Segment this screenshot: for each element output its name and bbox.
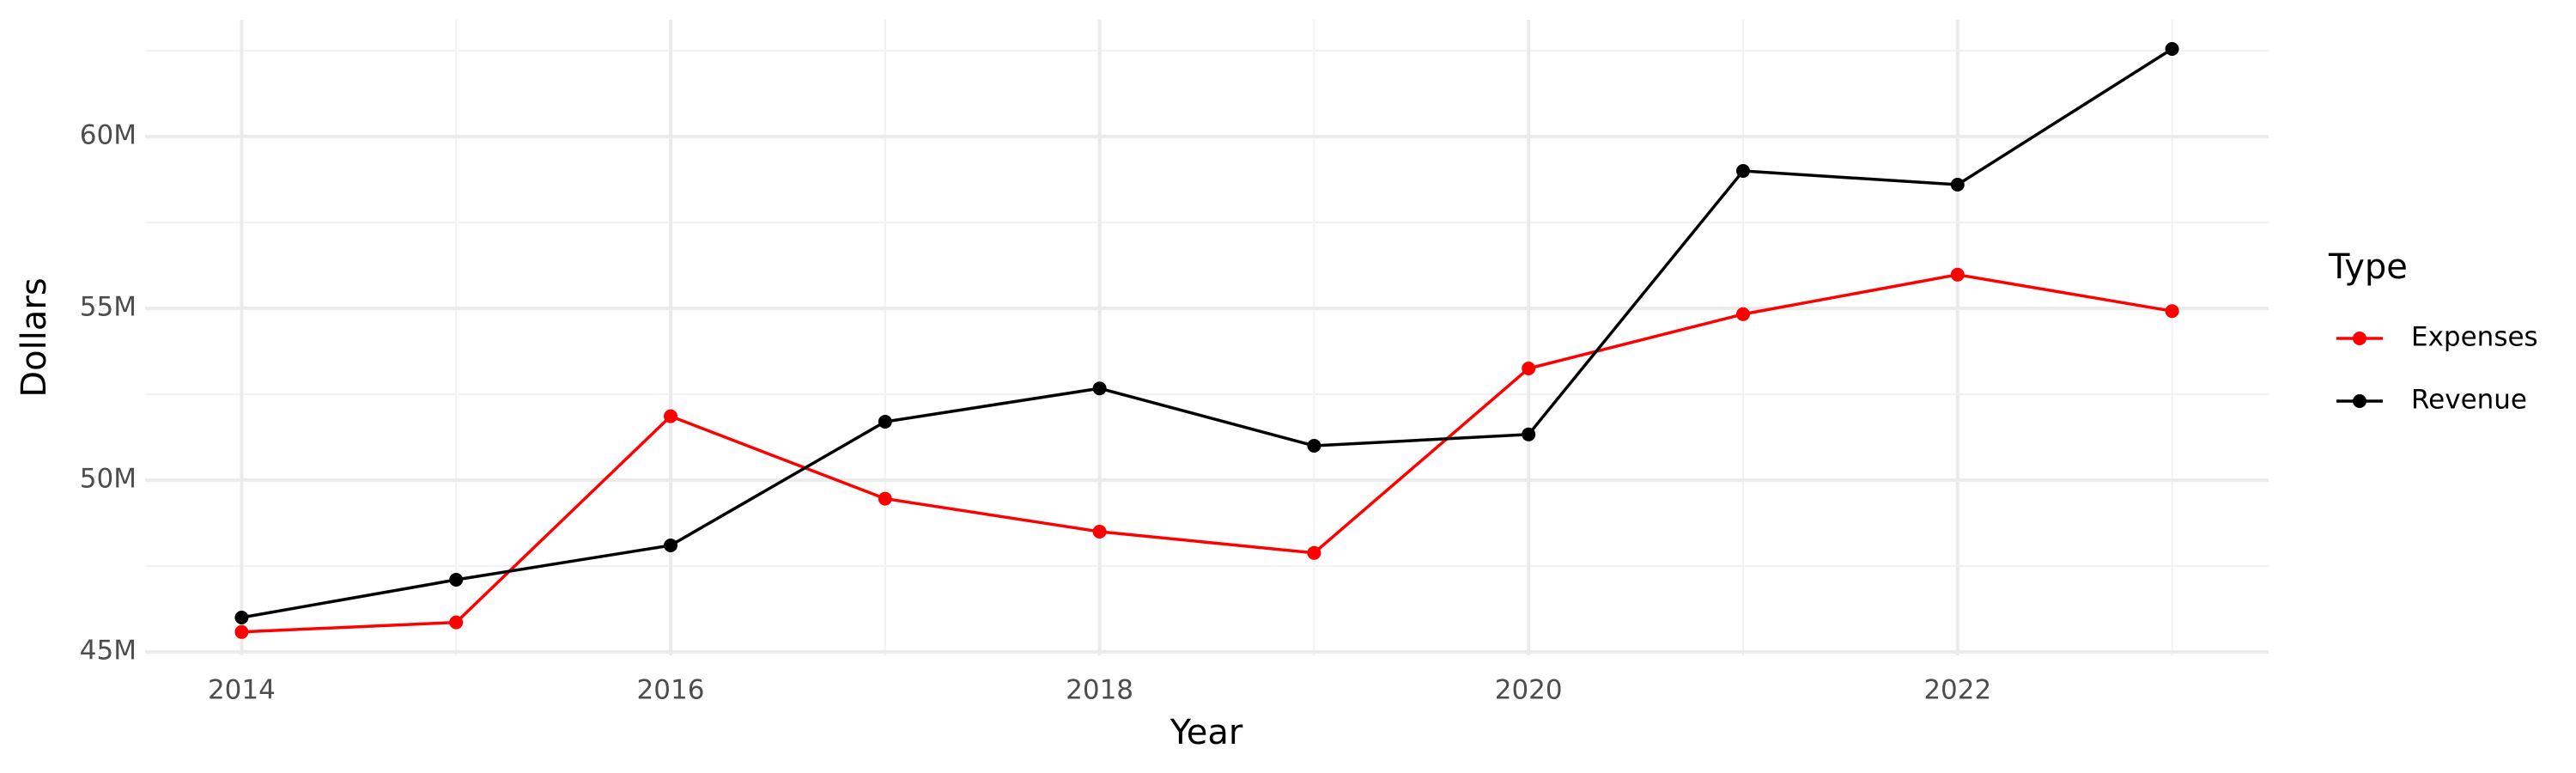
y-tick-label: 45M: [80, 636, 137, 666]
y-tick-label: 55M: [80, 292, 137, 323]
series-line: [241, 47, 2173, 619]
legend-label: Revenue: [2411, 385, 2527, 416]
point: [234, 624, 249, 639]
legend-key-point: [2353, 394, 2366, 408]
point: [234, 611, 249, 624]
point: [878, 491, 892, 506]
point: [449, 615, 464, 630]
point: [664, 539, 678, 552]
point: [664, 409, 678, 423]
x-tick-label: 2016: [637, 675, 705, 706]
y-axis-title: Dollars: [15, 277, 54, 397]
point: [1735, 164, 1750, 178]
point: [1307, 439, 1321, 453]
point: [1307, 545, 1321, 560]
point: [449, 573, 464, 587]
point: [2165, 42, 2179, 56]
legend-label: Expenses: [2411, 322, 2538, 353]
point: [1522, 427, 1536, 441]
series-line: [241, 273, 2172, 634]
x-tick-label: 2022: [1923, 675, 1991, 706]
x-tick-label: 2014: [208, 675, 276, 706]
x-tick-label: 2018: [1066, 675, 1133, 706]
x-tick-label: 2020: [1495, 675, 1563, 706]
legend-key-point: [2353, 332, 2366, 345]
y-tick-label: 60M: [80, 120, 137, 151]
point: [1092, 381, 1107, 396]
point: [1735, 307, 1750, 321]
y-tick-label: 50M: [80, 464, 137, 495]
point: [878, 415, 892, 429]
point: [1950, 267, 1965, 282]
legend-title: Type: [2328, 247, 2408, 287]
point: [1950, 178, 1965, 192]
point: [1092, 525, 1107, 539]
x-axis-title: Year: [1170, 713, 1243, 752]
point: [2165, 304, 2179, 319]
point: [1522, 362, 1536, 375]
